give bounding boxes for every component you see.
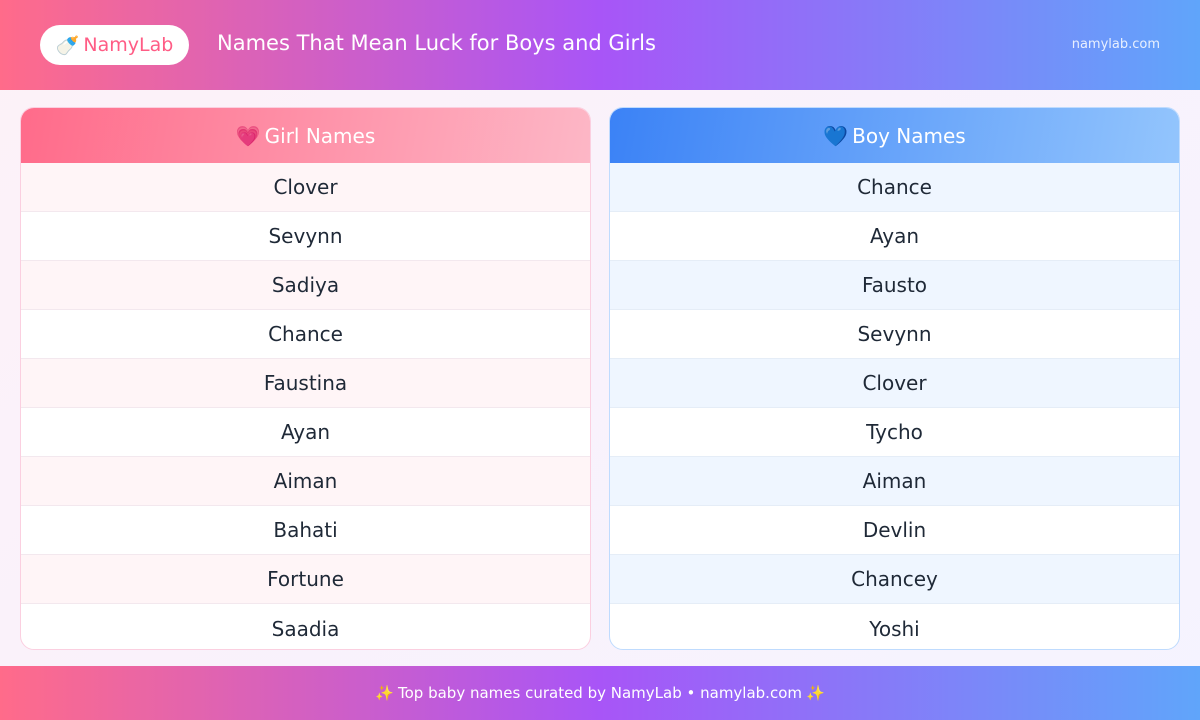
name-row: Bahati xyxy=(21,506,590,555)
girl-names-card: 💗 Girl Names Clover Sevynn Sadiya Chance Fau… xyxy=(20,107,591,650)
name-row: Yoshi xyxy=(869,616,920,641)
name-row: Ayan xyxy=(610,212,1179,261)
footer: ✨ Top baby names curated by NamyLab • na… xyxy=(0,666,1200,720)
sparkle-icon: ✨ xyxy=(375,684,394,702)
name-row: Devlin xyxy=(610,506,1179,555)
girl-names-title: Girl Names xyxy=(264,123,376,148)
baby-bottle-icon: 🍼 xyxy=(55,34,80,57)
name-row: Sevynn xyxy=(21,212,590,261)
name-row: Fausto xyxy=(610,261,1179,310)
heart-icon: 💗 xyxy=(235,123,261,148)
name-row: Sadiya xyxy=(21,261,590,310)
name-row: Aiman xyxy=(21,457,590,506)
name-row: Chancey xyxy=(610,555,1179,604)
page-title: Names That Mean Luck for Boys and Girls xyxy=(217,31,656,55)
boy-names-title: Boy Names xyxy=(852,123,966,148)
name-row: Saadia xyxy=(271,616,340,641)
logo[interactable]: 🍼 NamyLab xyxy=(40,25,189,65)
site-link[interactable]: namylab.com xyxy=(1071,37,1160,52)
name-row: Chance xyxy=(610,163,1179,212)
sparkle-icon: ✨ xyxy=(806,684,825,702)
name-row: Fortune xyxy=(21,555,590,604)
name-row: Chance xyxy=(21,310,590,359)
boy-names-card: 💙 Boy Names Chance Ayan Fausto Sevynn Clover… xyxy=(609,107,1180,650)
name-row: Tycho xyxy=(610,408,1179,457)
name-row: Clover xyxy=(610,359,1179,408)
name-row: Aiman xyxy=(610,457,1179,506)
name-row: Ayan xyxy=(21,408,590,457)
boy-names-header: 💙 Boy Names xyxy=(610,108,1179,163)
footer-text: Top baby names curated by NamyLab • namy… xyxy=(398,684,802,702)
name-row: Clover xyxy=(21,163,590,212)
name-row: Faustina xyxy=(21,359,590,408)
logo-text: NamyLab xyxy=(83,34,174,56)
girl-names-header: 💗 Girl Names xyxy=(21,108,590,163)
name-row: Sevynn xyxy=(610,310,1179,359)
top-bar: 🍼 NamyLab Names That Mean Luck for Boys … xyxy=(0,0,1200,90)
blue-heart-icon: 💙 xyxy=(823,123,849,148)
